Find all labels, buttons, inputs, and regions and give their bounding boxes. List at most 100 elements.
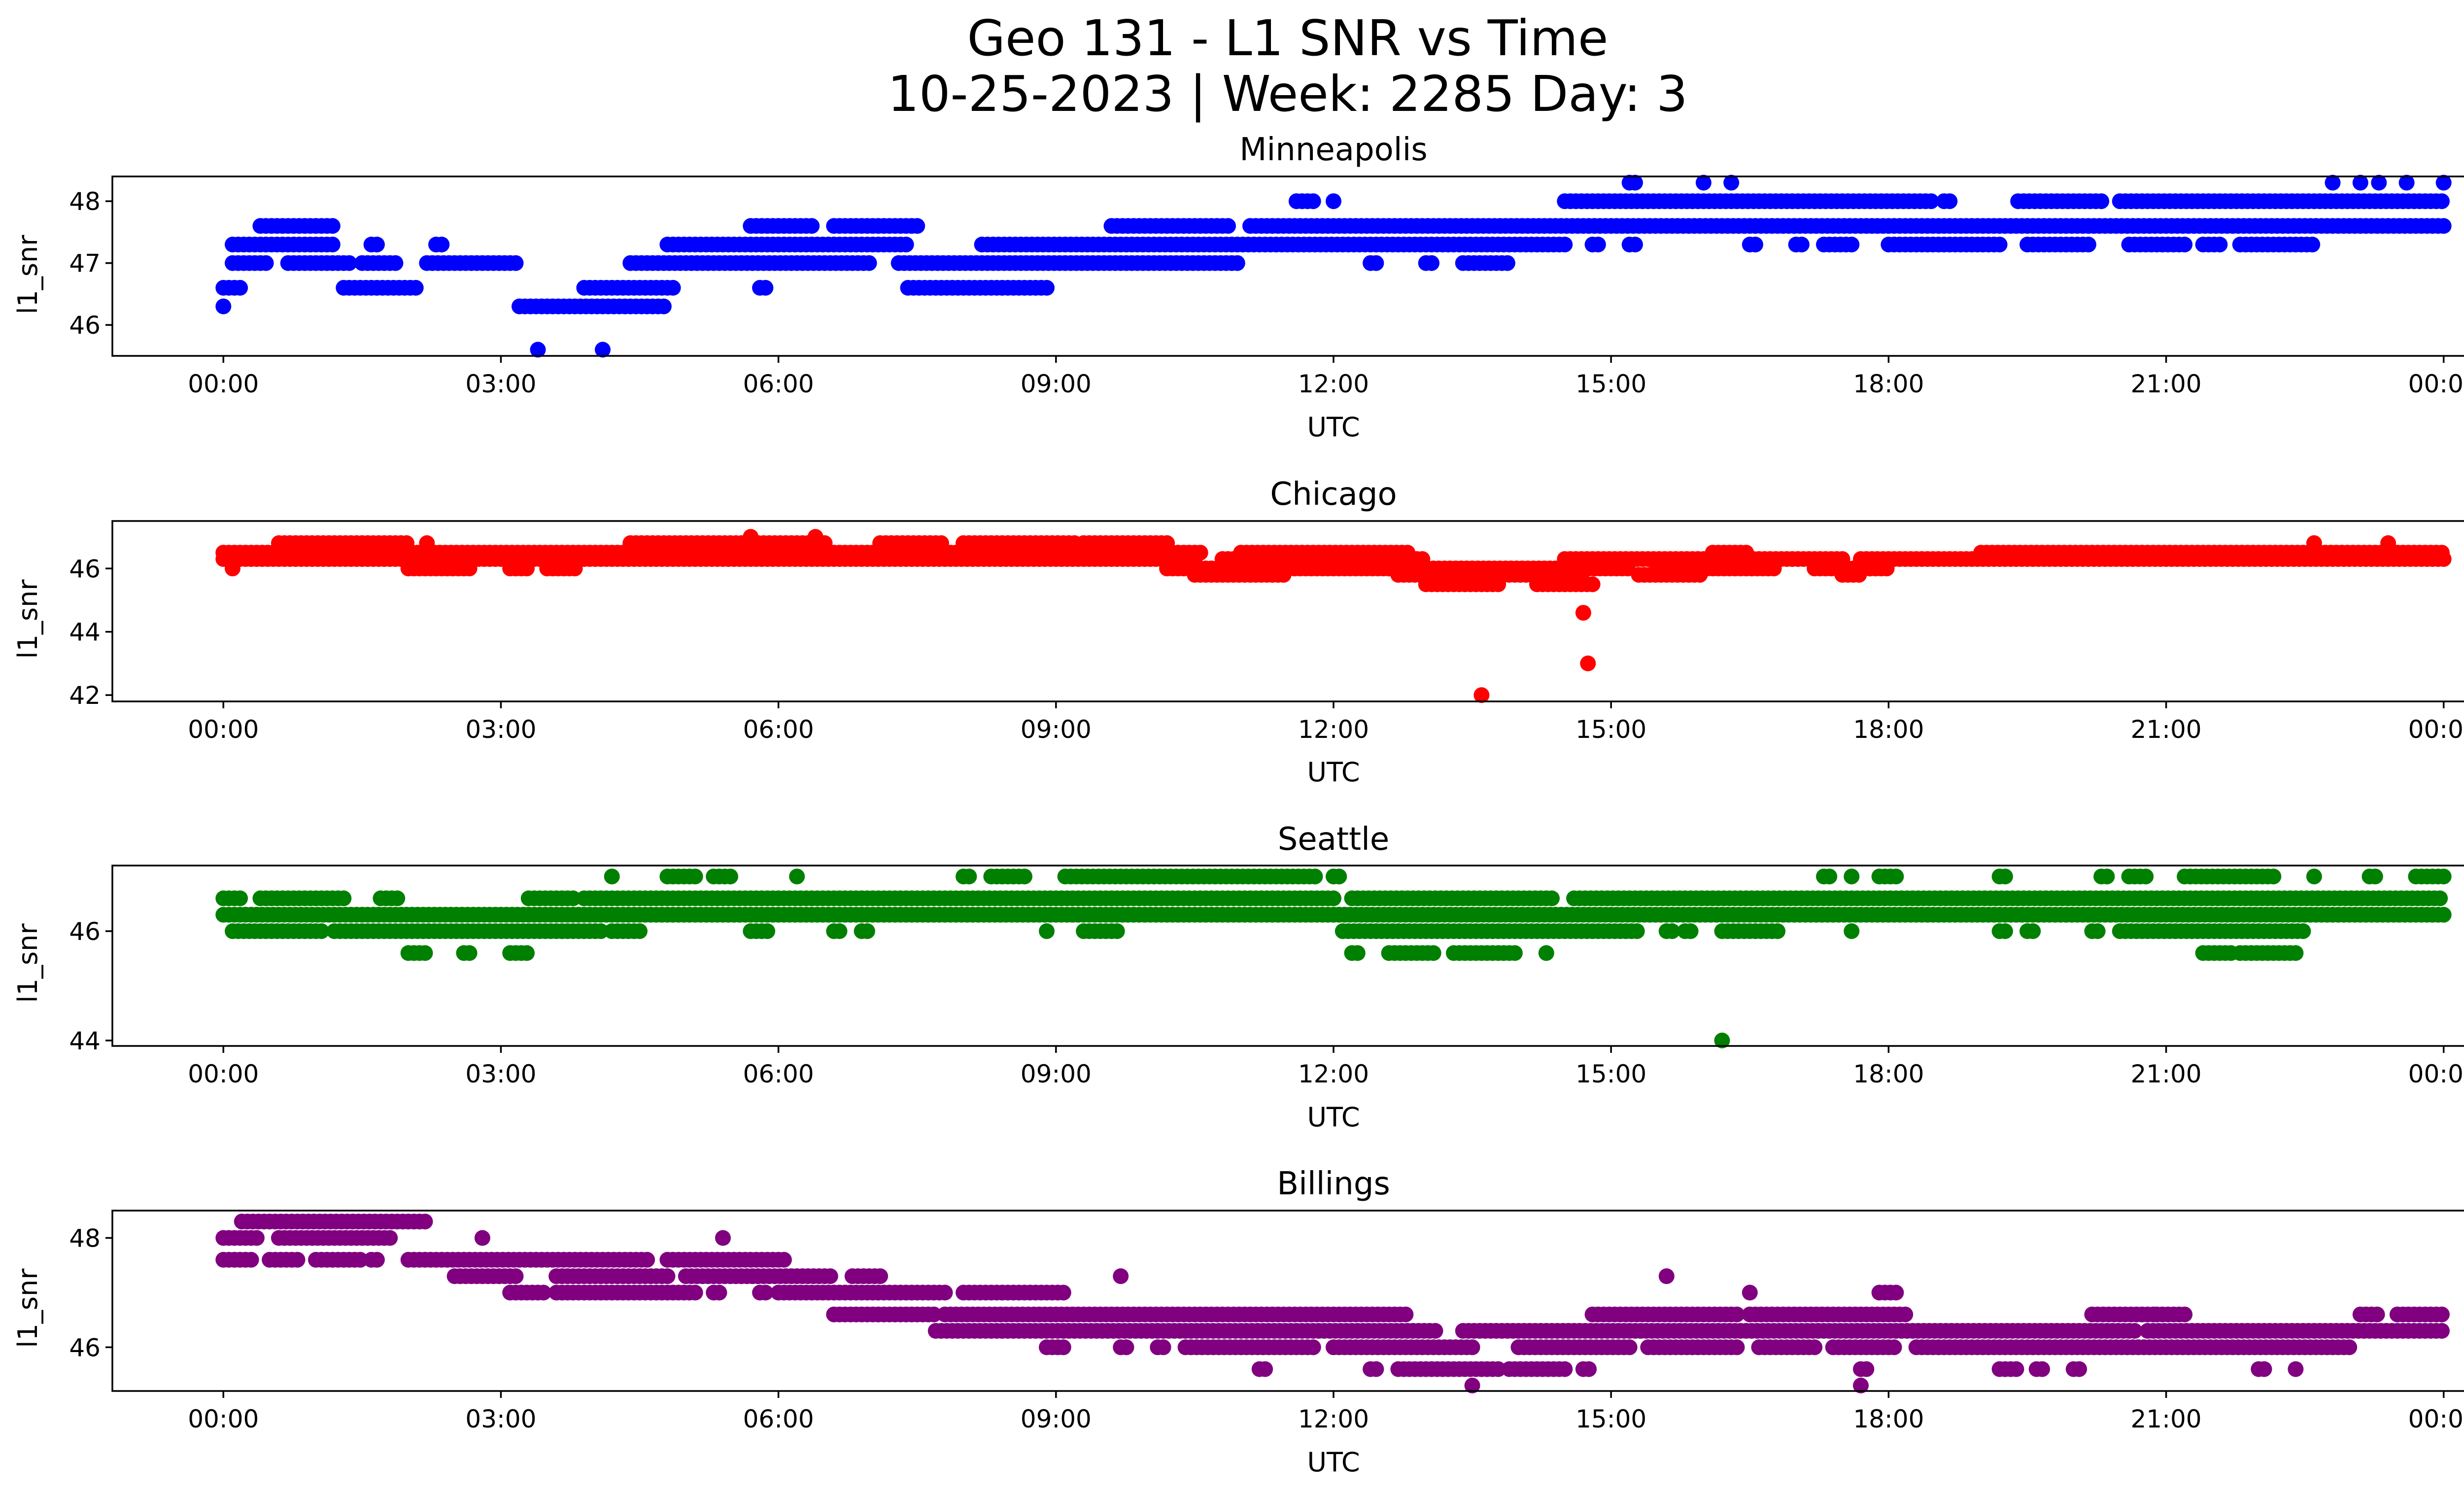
data-point bbox=[961, 869, 977, 885]
figure-title-line2: 10-25-2023 | Week: 2285 Day: 3 bbox=[888, 65, 1687, 123]
data-point bbox=[2434, 1323, 2450, 1339]
data-point bbox=[1039, 923, 1055, 939]
x-tick-label: 18:00 bbox=[1853, 1405, 1924, 1433]
x-tick-label: 00:00 bbox=[2408, 715, 2464, 744]
data-point bbox=[1629, 923, 1645, 939]
data-point bbox=[1888, 1285, 1904, 1301]
x-tick-label: 03:00 bbox=[465, 370, 536, 398]
data-point bbox=[1692, 567, 1708, 583]
x-tick-label: 09:00 bbox=[1021, 1060, 1092, 1088]
x-tick-label: 21:00 bbox=[2130, 715, 2201, 744]
x-axis-label: UTC bbox=[1307, 1447, 1360, 1478]
data-point bbox=[1851, 567, 1867, 583]
y-tick-label: 44 bbox=[69, 618, 101, 647]
x-tick-label: 15:00 bbox=[1575, 370, 1646, 398]
data-point bbox=[1821, 869, 1838, 885]
y-tick-label: 42 bbox=[69, 681, 101, 710]
data-point bbox=[1544, 890, 1560, 906]
y-axis-label: l1_snr bbox=[12, 923, 43, 1003]
data-point bbox=[776, 1252, 792, 1268]
x-axis-label: UTC bbox=[1307, 757, 1360, 788]
data-point bbox=[1464, 1339, 1480, 1356]
data-point bbox=[1425, 945, 1441, 961]
data-point bbox=[807, 529, 823, 545]
data-point bbox=[1682, 923, 1699, 939]
y-ticks: 44 46 bbox=[69, 917, 112, 1055]
data-point bbox=[1575, 605, 1591, 621]
panel-title: Minneapolis bbox=[1239, 132, 1427, 168]
data-point bbox=[1991, 237, 2008, 253]
data-point bbox=[474, 1230, 490, 1246]
data-point bbox=[2093, 193, 2110, 209]
data-point bbox=[2435, 869, 2452, 885]
data-point bbox=[1766, 560, 1782, 577]
x-axis-label: UTC bbox=[1307, 1102, 1360, 1133]
x-tick-label: 12:00 bbox=[1298, 715, 1369, 744]
data-point bbox=[2138, 869, 2154, 885]
data-point bbox=[1723, 174, 1740, 191]
x-tick-label: 06:00 bbox=[743, 370, 814, 398]
data-point bbox=[1888, 869, 1904, 885]
x-tick-label: 09:00 bbox=[1021, 1405, 1092, 1433]
data-point bbox=[243, 1252, 259, 1268]
x-ticks: 00:00 03:00 06:00 09:00 12:00 15:00 18:00 21:00… bbox=[188, 356, 2464, 398]
data-point bbox=[1844, 869, 1860, 885]
y-axis-label: l1_snr bbox=[12, 1268, 43, 1348]
data-point bbox=[687, 869, 703, 885]
y-tick-label: 48 bbox=[69, 187, 101, 216]
data-point bbox=[1807, 1339, 1823, 1356]
data-point bbox=[419, 535, 435, 551]
data-point bbox=[1923, 193, 1939, 209]
data-point bbox=[434, 237, 450, 253]
data-point bbox=[1506, 945, 1523, 961]
data-point bbox=[1499, 255, 1515, 271]
x-tick-label: 15:00 bbox=[1575, 715, 1646, 744]
data-point bbox=[933, 535, 949, 551]
data-point bbox=[822, 1268, 838, 1285]
x-tick-label: 18:00 bbox=[1853, 715, 1924, 744]
data-point bbox=[2435, 174, 2452, 191]
data-point bbox=[1729, 1339, 1745, 1356]
data-point bbox=[1580, 655, 1596, 671]
data-point bbox=[1897, 1306, 1914, 1322]
data-point bbox=[2008, 1361, 2024, 1377]
data-point bbox=[1220, 218, 1236, 234]
data-point bbox=[1844, 923, 1860, 939]
data-point bbox=[530, 342, 546, 358]
data-point bbox=[789, 869, 805, 885]
data-point bbox=[2325, 174, 2341, 191]
data-point bbox=[1886, 1339, 1902, 1356]
data-point bbox=[336, 890, 352, 906]
y-tick-label: 46 bbox=[69, 555, 101, 583]
y-tick-label: 48 bbox=[69, 1224, 101, 1252]
x-ticks: 00:00 03:00 06:00 09:00 12:00 15:00 18:00 21:00… bbox=[188, 1391, 2464, 1433]
y-tick-label: 46 bbox=[69, 311, 101, 340]
data-point bbox=[2435, 551, 2452, 567]
x-tick-label: 09:00 bbox=[1021, 370, 1092, 398]
x-tick-label: 00:00 bbox=[188, 1060, 259, 1088]
x-tick-label: 09:00 bbox=[1021, 715, 1092, 744]
data-point bbox=[382, 1230, 398, 1246]
data-point bbox=[759, 923, 776, 939]
data-point bbox=[1770, 923, 1786, 939]
x-tick-label: 21:00 bbox=[2130, 1060, 2201, 1088]
y-tick-label: 47 bbox=[69, 249, 101, 278]
data-point bbox=[1307, 869, 1323, 885]
data-point bbox=[2099, 869, 2115, 885]
data-point bbox=[1118, 1339, 1134, 1356]
x-tick-label: 12:00 bbox=[1298, 370, 1369, 398]
data-point bbox=[1305, 1339, 1321, 1356]
data-point bbox=[2025, 923, 2041, 939]
data-point bbox=[508, 255, 524, 271]
data-point bbox=[1039, 279, 1055, 296]
data-point bbox=[595, 342, 611, 358]
data-point bbox=[1997, 869, 2013, 885]
data-point bbox=[604, 869, 620, 885]
data-points bbox=[215, 529, 2452, 703]
data-point bbox=[872, 1268, 889, 1285]
data-point bbox=[2080, 237, 2096, 253]
data-point bbox=[461, 560, 478, 577]
data-point bbox=[1331, 869, 1347, 885]
x-tick-label: 18:00 bbox=[1853, 370, 1924, 398]
